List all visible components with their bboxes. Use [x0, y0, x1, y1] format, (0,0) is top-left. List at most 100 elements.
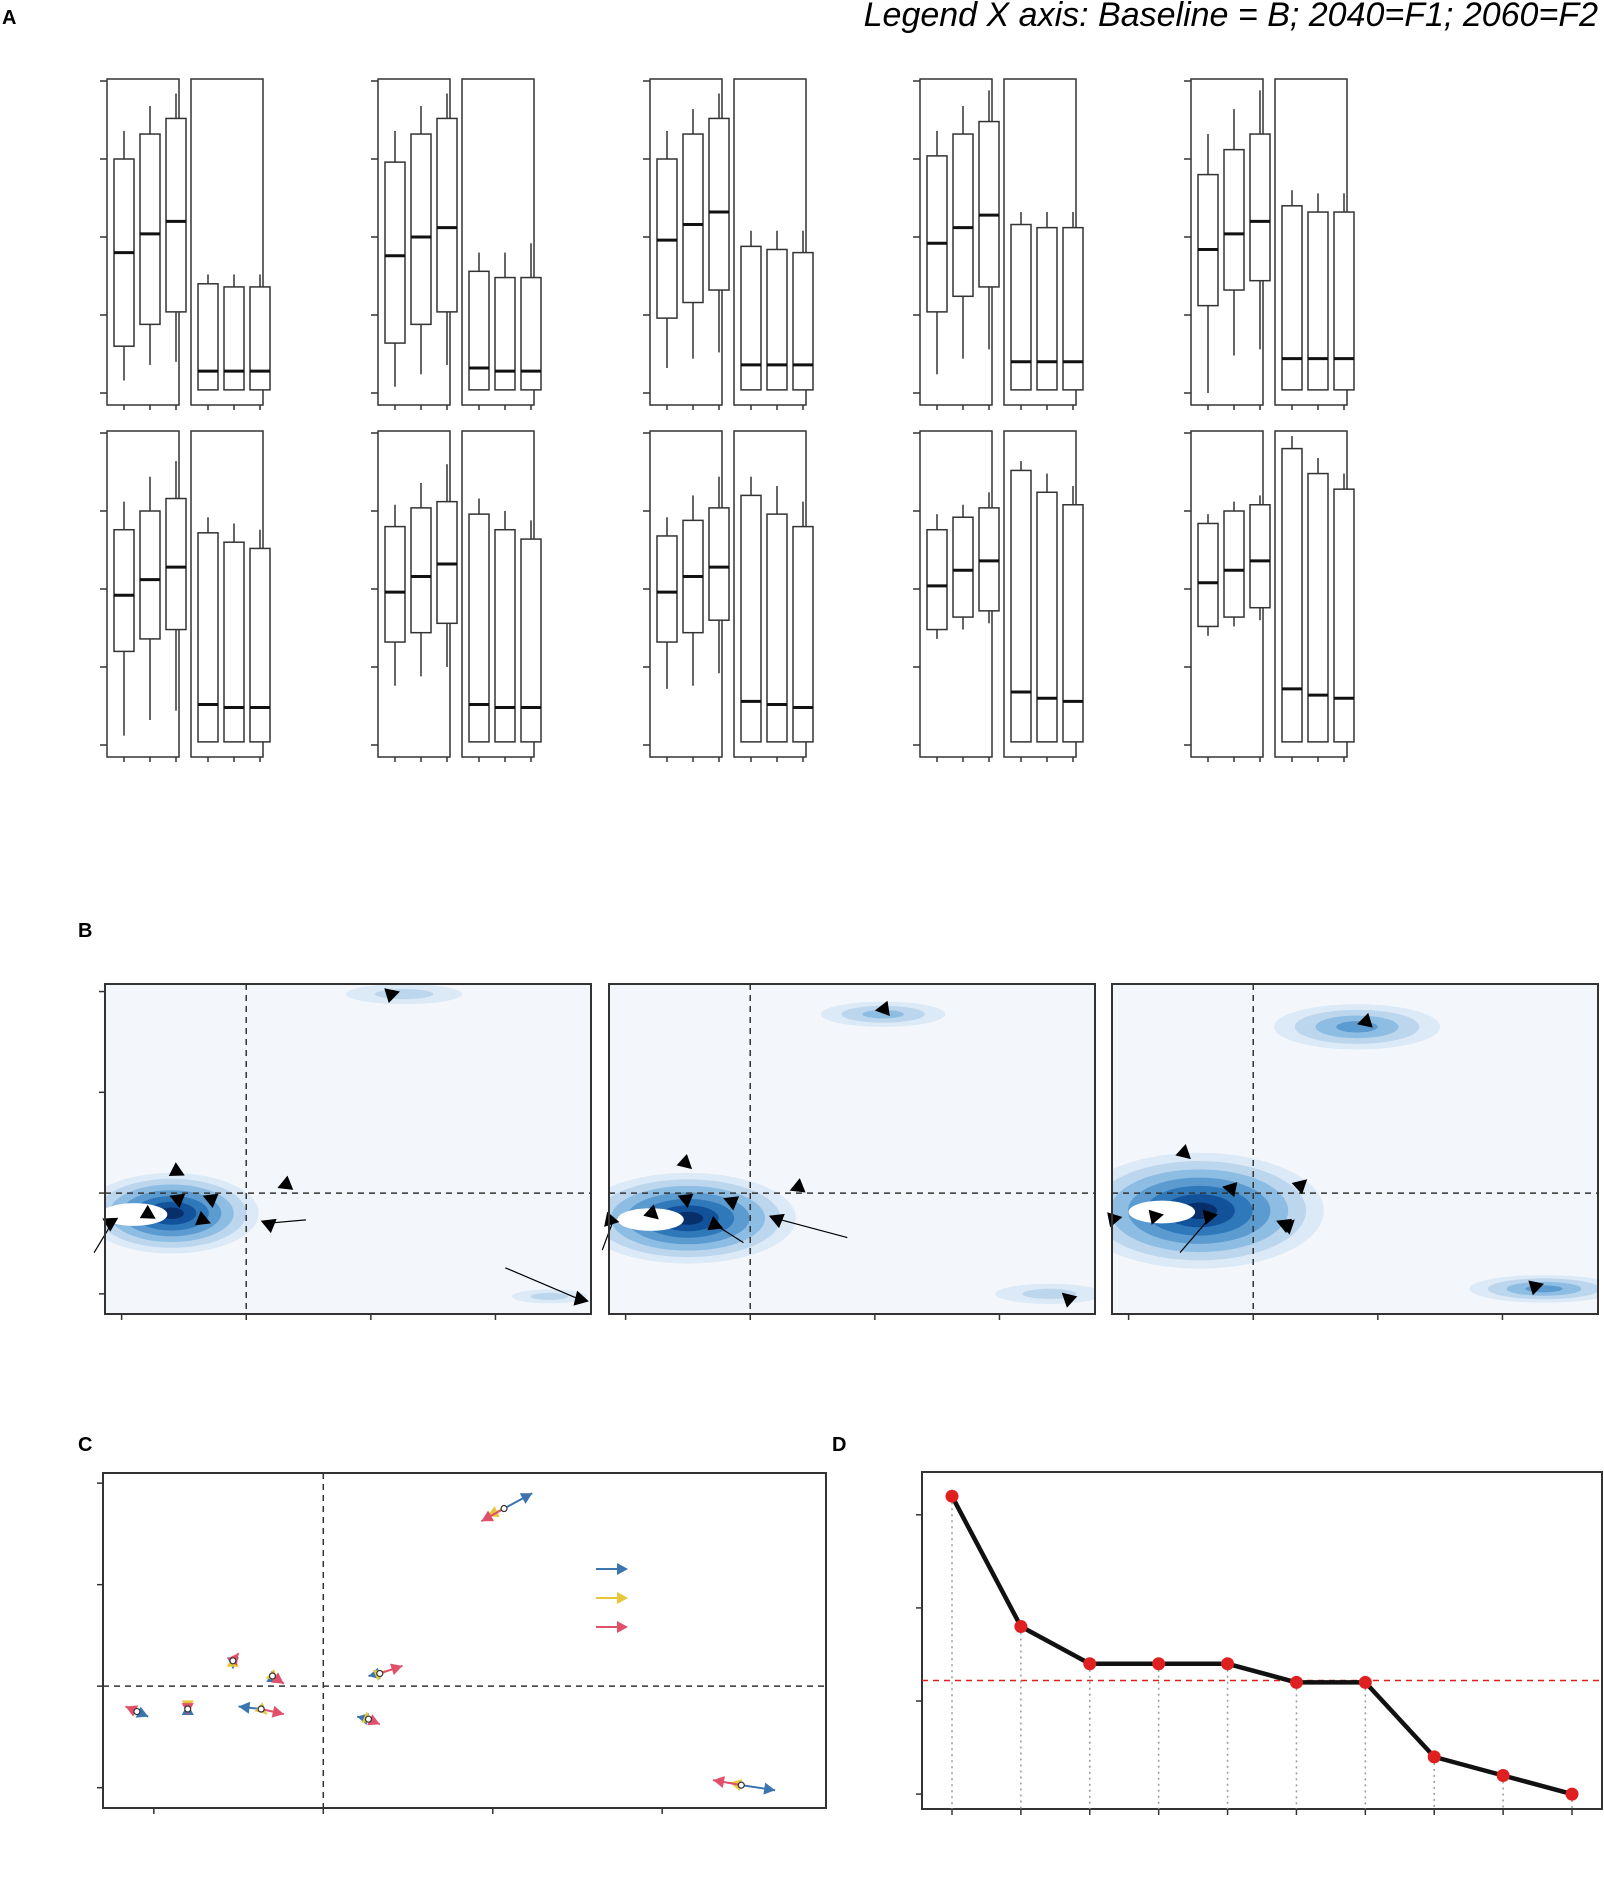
- box: [766, 513, 788, 743]
- panel-background: [105, 984, 591, 1314]
- box: [708, 507, 730, 621]
- f2-arrow-head: [271, 1672, 284, 1684]
- zone-arrow: [1175, 1143, 1191, 1160]
- current-arrow-head: [135, 1706, 149, 1718]
- current-arrow-head: [763, 1782, 776, 1795]
- density-panel: [1107, 983, 1599, 1320]
- box: [978, 507, 1000, 612]
- box: [1062, 226, 1084, 391]
- box: [1333, 211, 1355, 391]
- panel-b-density: [93, 983, 1599, 1320]
- f2-arrow-head: [125, 1705, 139, 1717]
- consensus-point: [257, 1705, 265, 1713]
- zone-arrow: [676, 1154, 693, 1170]
- f2-arrow-head: [481, 1510, 494, 1522]
- f2-arrow-head: [713, 1776, 725, 1788]
- legend-note: Legend X axis: Baseline = B; 2040=F1; 20…: [864, 0, 1598, 34]
- zone-vector-group: [125, 1705, 149, 1718]
- zone-arrow: [1148, 1209, 1164, 1225]
- zone-arrow: [202, 1193, 219, 1208]
- density-level: [375, 989, 434, 1000]
- box: [410, 133, 432, 326]
- facet-frame: [733, 78, 807, 406]
- zone-vector-group: [181, 1700, 194, 1715]
- panel-frame: [104, 983, 592, 1315]
- zone-arrow: [723, 1196, 740, 1211]
- box: [952, 516, 974, 618]
- zone-vector-group: [226, 1652, 240, 1669]
- box: [139, 510, 161, 640]
- box: [1281, 205, 1303, 391]
- current-arrow-head: [238, 1701, 251, 1714]
- box: [249, 547, 271, 743]
- density-hole: [617, 1208, 684, 1231]
- box: [1249, 133, 1271, 282]
- panel-c-label: C: [78, 1434, 92, 1456]
- panel-d-line: [916, 1471, 1603, 1815]
- legend: [596, 1562, 628, 1634]
- zone-boxplot-group: [643, 430, 814, 762]
- box: [708, 117, 730, 291]
- box: [1307, 211, 1329, 391]
- zone-vector-group: [480, 1492, 533, 1523]
- f2-arrow-head: [271, 1705, 284, 1718]
- box: [1333, 488, 1355, 743]
- panel-b-label: B: [78, 920, 92, 942]
- box: [1036, 491, 1058, 743]
- data-point: [1014, 1620, 1028, 1634]
- box: [926, 528, 948, 631]
- residual-line: [950, 1495, 1573, 1797]
- box: [520, 538, 542, 743]
- consensus-point: [133, 1707, 141, 1716]
- density-layers: [609, 1001, 1095, 1304]
- zone-arrow: [195, 1210, 211, 1226]
- box: [1307, 472, 1329, 743]
- data-point: [1289, 1675, 1303, 1689]
- box: [410, 507, 432, 634]
- zone-arrow: [1222, 1182, 1238, 1198]
- f2-arrow-head: [390, 1663, 403, 1676]
- consensus-point: [364, 1715, 373, 1723]
- box: [656, 535, 678, 643]
- box: [113, 528, 135, 653]
- data-point: [945, 1489, 959, 1503]
- plot-frame: [921, 1471, 1603, 1810]
- panel-background: [609, 984, 1095, 1314]
- zone-arrow: [573, 1290, 589, 1306]
- leader-line: [505, 1267, 579, 1300]
- zone-vector-group: [368, 1663, 403, 1681]
- box: [165, 497, 187, 631]
- panel-a-label: A: [2, 7, 16, 29]
- box: [926, 155, 948, 313]
- zone-arrow: [1291, 1179, 1308, 1195]
- box: [494, 276, 516, 391]
- box: [1010, 223, 1032, 391]
- zone-boxplot-group: [100, 430, 271, 762]
- zone-arrow: [277, 1175, 294, 1190]
- legend-swatch-head: [617, 1620, 628, 1634]
- zone-vector-group: [238, 1701, 284, 1718]
- box: [520, 276, 542, 391]
- box: [766, 248, 788, 391]
- box: [682, 133, 704, 304]
- zone-vector-group: [712, 1776, 776, 1795]
- box: [165, 117, 187, 313]
- zone-arrow: [384, 988, 400, 1003]
- data-point: [1427, 1750, 1441, 1764]
- box: [436, 117, 458, 313]
- zone-boxplot-group: [913, 430, 1084, 762]
- box: [1281, 447, 1303, 743]
- density-level: [862, 1010, 904, 1019]
- density-hole: [1128, 1200, 1196, 1224]
- zone-boxplot-group: [371, 78, 542, 410]
- zone-arrow: [169, 1193, 186, 1208]
- zone-arrow: [1357, 1012, 1373, 1028]
- box: [1010, 469, 1032, 743]
- zone-arrow: [604, 1211, 620, 1227]
- leader-line: [1179, 1215, 1213, 1254]
- zone-boxplot-group: [1184, 430, 1355, 762]
- zone-arrow: [1528, 1280, 1544, 1296]
- box: [740, 245, 762, 391]
- plot-frame: [102, 1472, 827, 1809]
- box: [1062, 504, 1084, 743]
